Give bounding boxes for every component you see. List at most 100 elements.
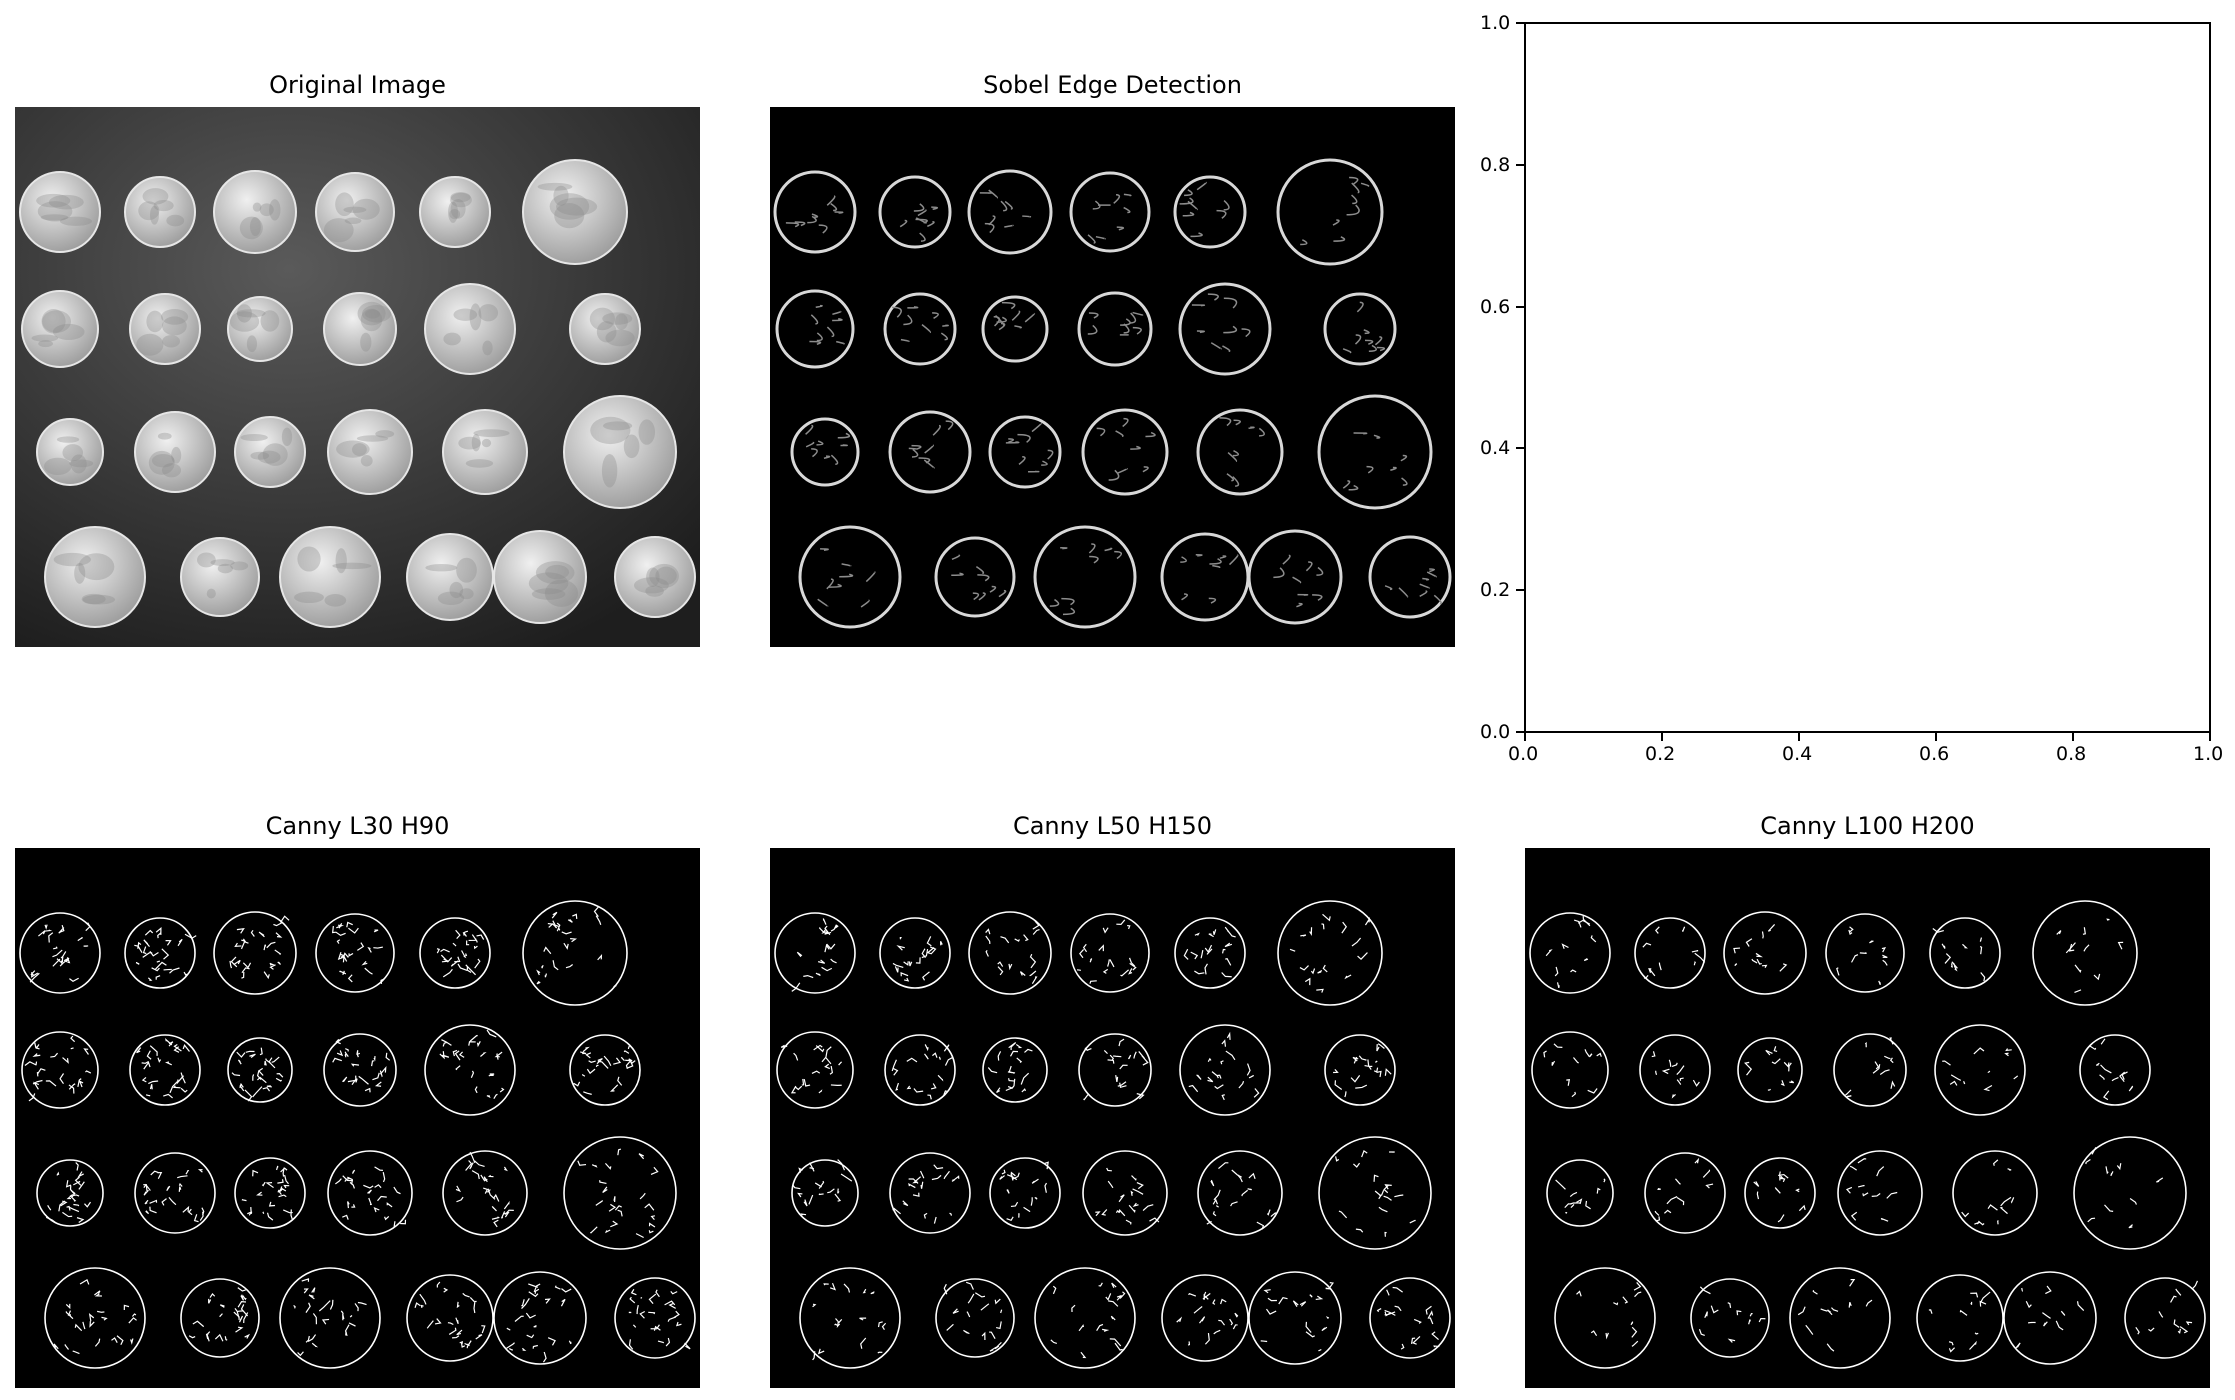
edge-fragment [1127,1054,1132,1060]
x-tick-mark [2072,733,2074,741]
edge-fragment [803,1199,808,1207]
edge-fragment [1997,1220,1999,1225]
edge-fragment [262,1086,271,1092]
edge-fragment [1948,1347,1956,1353]
edge-fragment [2177,1328,2181,1334]
edge-fragment [474,958,481,969]
coin-contour [1744,1157,1816,1229]
inner-edge [1000,200,1008,212]
y-tick-mark [1516,22,1524,24]
edge-fragment [1941,943,1946,949]
edge-fragment [1009,1050,1018,1057]
edge-fragment [1229,1318,1234,1326]
coin-relief [535,561,575,585]
edge-fragment [455,1065,461,1071]
canny-background [770,848,1455,1388]
coin-relief [449,581,464,599]
edge-fragment [1753,1181,1760,1187]
edge-fragment [1246,1063,1251,1076]
edge-fragment [1949,1080,1958,1086]
edge-fragment [1044,1161,1049,1170]
edge-fragment [250,929,255,937]
edge-fragment [1253,1088,1260,1098]
inner-edge [1219,555,1227,559]
edge-fragment [476,1041,481,1048]
edge-fragment [469,1034,478,1042]
edge-fragment [384,1215,390,1221]
coin-relief [81,593,106,605]
edge-fragment [184,933,197,939]
coin-contour [279,1267,381,1369]
edge-fragment [1221,948,1226,954]
edge-fragment [1364,916,1370,926]
edge-fragment [1238,1080,1245,1089]
edge-fragment [1341,921,1348,934]
coin-relief [210,559,235,567]
edge-fragment [94,1338,101,1347]
inner-edge [1004,200,1013,210]
coin-contour [227,1037,293,1103]
coin-relief [332,562,372,570]
edge-fragment [989,1346,997,1352]
edge-fragment [1114,1342,1123,1351]
edge-fragment [1224,926,1230,933]
edge-fragment [1213,1189,1221,1201]
edge-fragment [266,1212,274,1221]
x-tick-mark [2209,733,2211,741]
edge-fragment [812,1303,817,1308]
edge-fragment [1848,1301,1852,1308]
edge-fragment [94,1290,101,1296]
coin-contour [2124,1277,2206,1359]
edge-fragment [68,1083,76,1090]
coin-edge [883,292,957,366]
edge-fragment [2056,930,2062,935]
inner-edge [1222,345,1231,353]
edge-fragment [496,1052,499,1060]
edge-fragment [1128,1204,1136,1213]
inner-edge [1223,325,1238,334]
coin [134,411,216,493]
inner-edge [908,447,918,450]
edge-fragment [34,1042,40,1050]
edge-fragment [197,1169,203,1173]
edge-fragment [275,1077,283,1082]
edge-fragment [906,1057,918,1063]
edge-fragment [305,1302,311,1313]
coin-edge [988,415,1062,489]
edge-fragment [177,938,183,947]
inner-edge [1018,456,1026,465]
edge-fragment [173,1044,182,1052]
edge-fragment [336,924,345,929]
edge-fragment [1831,1307,1839,1312]
edge-fragment [1309,1294,1313,1298]
edge-fragment [414,1302,421,1308]
edge-fragment [1248,1074,1255,1079]
edge-fragment [234,942,242,947]
edge-fragment [1979,937,1983,942]
edge-fragment [1105,1293,1112,1301]
edge-fragment [1780,1080,1785,1087]
coin-contour [1916,1274,2004,1362]
edge-fragment [1851,954,1859,963]
edge-fragment [997,966,1004,976]
edge-fragment [561,1288,572,1293]
edge-fragment [1962,943,1968,949]
inner-edge [830,454,839,465]
edge-fragment [1218,1319,1226,1326]
edge-fragment [1241,1189,1249,1197]
edge-fragment [345,1331,348,1337]
edge-fragment [342,1314,345,1321]
edge-fragment [70,1035,76,1043]
edge-fragment [1118,1194,1125,1203]
inner-edge [1226,473,1235,482]
edge-fragment [483,1187,489,1194]
edge-fragment [374,1081,382,1087]
edge-fragment [1024,1048,1033,1053]
inner-edge [1011,310,1021,321]
edge-fragment [480,1052,487,1057]
edge-fragment [259,1047,263,1056]
edge-fragment [1661,1068,1670,1075]
edge-fragment [1849,1165,1857,1171]
inner-edge [1384,585,1393,591]
edge-fragment [617,1076,623,1086]
